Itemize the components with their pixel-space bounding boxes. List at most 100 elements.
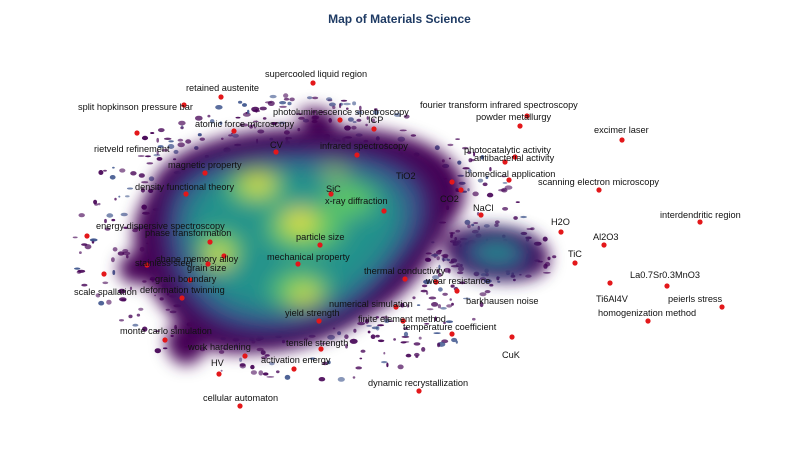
density-speckle: [258, 370, 264, 376]
term-label-excimer-laser: excimer laser: [594, 125, 649, 135]
density-speckle: [247, 109, 250, 114]
term-point-scanning-electron-microscopy[interactable]: [596, 187, 602, 193]
density-speckle: [484, 290, 491, 294]
density-speckle: [412, 296, 416, 300]
term-point-ti6al4v[interactable]: [607, 280, 613, 286]
term-point-la0-7sr0-3mno3[interactable]: [664, 283, 670, 289]
term-point-retained-austenite[interactable]: [218, 94, 224, 100]
term-label-homogenization-method: homogenization method: [598, 308, 696, 318]
term-point-grain-boundary[interactable]: [187, 277, 193, 283]
term-point-temperature-coefficient[interactable]: [449, 331, 455, 337]
density-speckle: [467, 224, 471, 229]
term-point-magnetic-property[interactable]: [202, 170, 208, 176]
density-speckle: [502, 182, 508, 184]
term-label-grain-size: grain size: [187, 263, 226, 273]
density-speckle: [97, 202, 101, 206]
term-point-interdendritic-region[interactable]: [697, 219, 703, 225]
density-speckle: [142, 326, 148, 332]
density-speckle: [278, 121, 287, 125]
density-speckle: [441, 257, 449, 261]
term-point-peierls-stress[interactable]: [719, 304, 725, 310]
term-point-powder-metallurgy[interactable]: [517, 123, 523, 129]
term-label-icp: ICP: [368, 115, 383, 125]
term-point-tio2[interactable]: [449, 179, 455, 185]
term-point-tic[interactable]: [572, 260, 578, 266]
density-speckle: [271, 122, 278, 125]
term-point-cv[interactable]: [273, 149, 279, 155]
density-speckle: [132, 323, 139, 327]
density-speckle: [451, 302, 454, 306]
term-point-cuk[interactable]: [509, 334, 515, 340]
density-speckle: [370, 334, 376, 340]
density-speckle: [326, 97, 333, 102]
term-point-infrared-spectroscopy[interactable]: [354, 152, 360, 158]
term-point-sic[interactable]: [328, 191, 334, 197]
term-point-numerical-simulation[interactable]: [393, 304, 399, 310]
term-point-atomic-force-microscopy[interactable]: [231, 128, 237, 134]
density-speckle: [161, 148, 169, 152]
term-point-supercooled-liquid-region[interactable]: [310, 80, 316, 86]
term-point-monte-carlo-simulation[interactable]: [162, 337, 168, 343]
term-point-scale-spallation[interactable]: [101, 271, 107, 277]
density-speckle: [98, 170, 104, 175]
density-speckle: [112, 166, 115, 169]
term-point-photocatalytic-activity[interactable]: [512, 154, 518, 160]
term-label-fourier-transform-infrared-spectroscopy: fourier transform infrared spectroscopy: [420, 100, 578, 110]
term-point-yield-strength[interactable]: [316, 318, 322, 324]
density-speckle: [426, 308, 434, 311]
density-speckle: [464, 219, 471, 225]
term-point-barkhausen-noise[interactable]: [454, 288, 460, 294]
term-point-excimer-laser[interactable]: [619, 137, 625, 143]
density-speckle: [515, 201, 520, 204]
density-speckle: [373, 110, 380, 115]
density-speckle: [513, 216, 518, 220]
term-point-biomedical-application[interactable]: [506, 177, 512, 183]
term-point-mechanical-property[interactable]: [295, 261, 301, 267]
term-point-rietveld-refinement[interactable]: [134, 130, 140, 136]
term-point-antibacterial-activity[interactable]: [502, 159, 508, 165]
density-speckle: [356, 118, 362, 122]
density-speckle: [366, 325, 372, 327]
term-label-interdendritic-region: interdendritic region: [660, 210, 741, 220]
term-point-dynamic-recrystallization[interactable]: [416, 388, 422, 394]
term-point-phase-transformation[interactable]: [207, 239, 213, 245]
term-point-icp[interactable]: [371, 126, 377, 132]
term-point-photoluminescence-spectroscopy[interactable]: [337, 117, 343, 123]
term-point-shape-memory-alloy[interactable]: [221, 253, 227, 259]
term-point-stainless-steel[interactable]: [144, 262, 150, 268]
term-point-thermal-conductivity[interactable]: [402, 276, 408, 282]
term-point-co2[interactable]: [458, 187, 464, 193]
density-speckle: [447, 143, 454, 147]
term-point-homogenization-method[interactable]: [645, 318, 651, 324]
density-cloud: [72, 93, 557, 382]
density-speckle: [403, 331, 409, 337]
term-point-density-functional-theory[interactable]: [183, 191, 189, 197]
term-point-wear-resistance[interactable]: [433, 279, 439, 285]
term-label-x-ray-diffraction: x-ray diffraction: [325, 196, 388, 206]
term-point-cellular-automaton[interactable]: [237, 403, 243, 409]
term-point-x-ray-diffraction[interactable]: [381, 208, 387, 214]
term-point-work-hardening[interactable]: [242, 353, 248, 359]
density-speckle: [416, 304, 421, 306]
density-speckle: [365, 123, 368, 127]
term-point-h2o[interactable]: [558, 229, 564, 235]
density-speckle: [431, 253, 439, 257]
term-point-deformation-twinning[interactable]: [179, 295, 185, 301]
density-speckle: [276, 370, 280, 374]
term-point-particle-size[interactable]: [317, 242, 323, 248]
term-point-energy-dispersive-spectroscopy[interactable]: [84, 233, 90, 239]
term-point-finite-element-method[interactable]: [400, 318, 406, 324]
density-speckle: [436, 256, 440, 261]
term-point-nacl[interactable]: [478, 212, 484, 218]
density-speckle: [158, 128, 165, 133]
density-speckle: [375, 316, 379, 319]
term-point-activation-energy[interactable]: [291, 366, 297, 372]
density-speckle: [381, 361, 388, 364]
term-point-tensile-strength[interactable]: [318, 346, 324, 352]
term-point-fourier-transform-infrared-spectroscopy[interactable]: [524, 113, 530, 119]
term-point-grain-size[interactable]: [205, 261, 211, 267]
density-speckle: [197, 133, 202, 137]
term-point-split-hopkinson-pressure-bar[interactable]: [181, 102, 187, 108]
term-point-al2o3[interactable]: [601, 242, 607, 248]
term-point-hv[interactable]: [216, 371, 222, 377]
